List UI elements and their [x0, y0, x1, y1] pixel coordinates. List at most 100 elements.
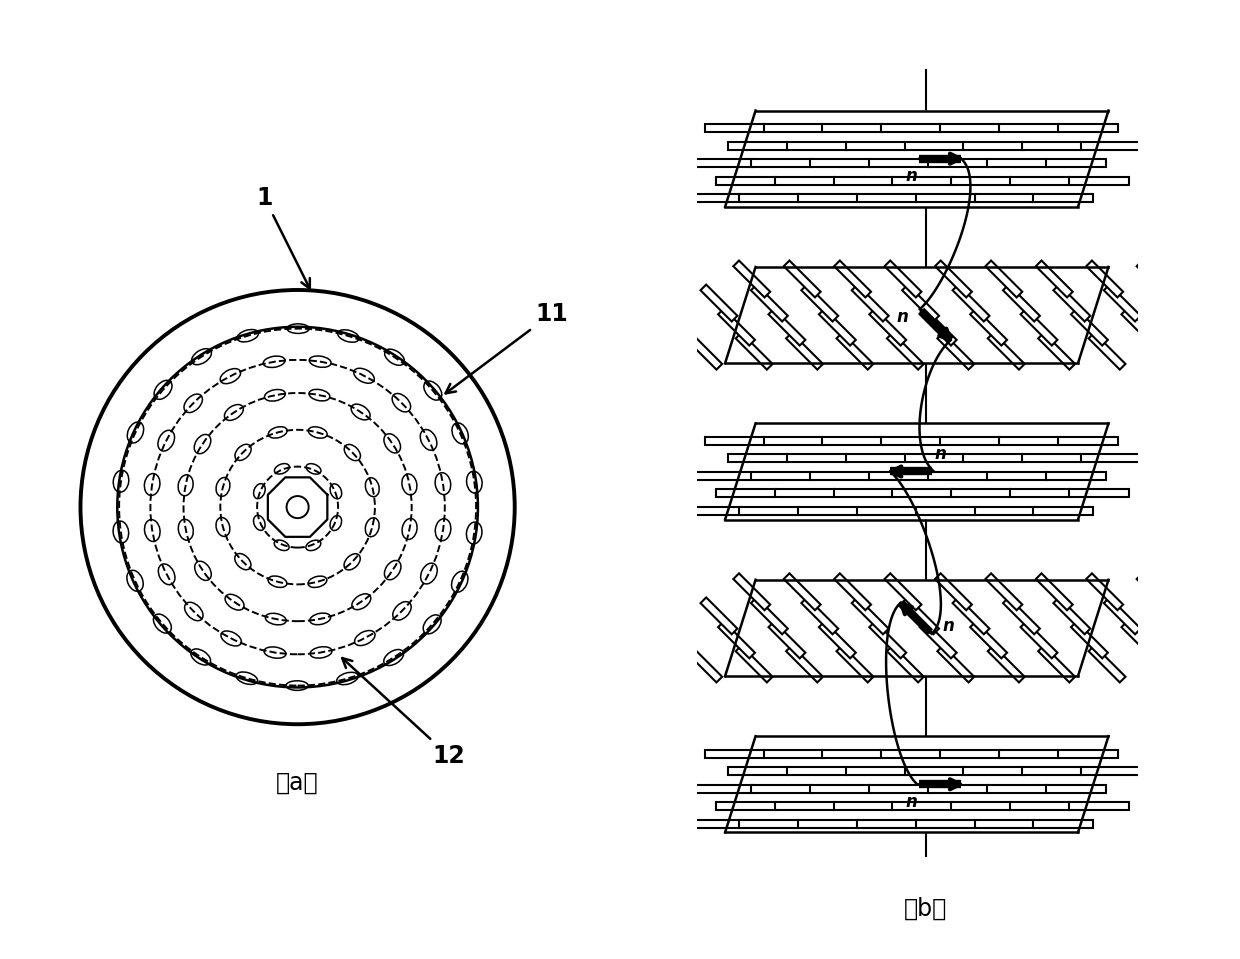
Polygon shape — [725, 580, 1109, 676]
Polygon shape — [884, 573, 921, 610]
Polygon shape — [915, 194, 976, 202]
Polygon shape — [1071, 309, 1107, 345]
Polygon shape — [718, 621, 755, 658]
Polygon shape — [1089, 333, 1126, 369]
Polygon shape — [975, 507, 1034, 515]
Polygon shape — [1011, 489, 1070, 498]
Polygon shape — [1045, 472, 1106, 480]
Polygon shape — [1104, 285, 1141, 321]
Polygon shape — [1022, 142, 1083, 150]
Polygon shape — [822, 437, 883, 445]
Polygon shape — [735, 645, 773, 683]
Polygon shape — [835, 573, 870, 610]
Polygon shape — [1045, 159, 1106, 167]
Polygon shape — [769, 309, 806, 345]
Polygon shape — [810, 159, 870, 167]
Polygon shape — [725, 110, 1109, 207]
Polygon shape — [884, 261, 921, 297]
Text: n: n — [905, 167, 916, 185]
Text: n: n — [934, 445, 946, 463]
Polygon shape — [1121, 621, 1158, 658]
Polygon shape — [1086, 573, 1123, 610]
Polygon shape — [1035, 261, 1073, 297]
Polygon shape — [715, 176, 776, 184]
Polygon shape — [935, 573, 972, 610]
Text: （b）: （b） — [904, 897, 947, 921]
Polygon shape — [725, 267, 1109, 363]
Polygon shape — [1011, 176, 1070, 184]
Polygon shape — [1137, 261, 1173, 297]
Polygon shape — [733, 261, 770, 297]
Polygon shape — [801, 597, 838, 634]
Polygon shape — [715, 802, 776, 810]
Polygon shape — [1137, 573, 1173, 610]
Text: n: n — [897, 308, 909, 326]
Polygon shape — [799, 820, 858, 828]
Polygon shape — [1089, 645, 1126, 683]
Polygon shape — [681, 507, 740, 515]
Polygon shape — [893, 802, 952, 810]
Polygon shape — [882, 750, 941, 758]
Polygon shape — [1021, 621, 1058, 658]
Polygon shape — [920, 621, 956, 658]
Polygon shape — [869, 472, 929, 480]
Polygon shape — [833, 176, 894, 184]
Polygon shape — [728, 767, 789, 775]
Polygon shape — [951, 176, 1012, 184]
Polygon shape — [904, 767, 965, 775]
Polygon shape — [940, 124, 1001, 132]
Polygon shape — [904, 455, 965, 462]
Polygon shape — [963, 142, 1023, 150]
Text: n: n — [942, 617, 955, 635]
Polygon shape — [769, 621, 806, 658]
Polygon shape — [970, 309, 1007, 345]
Polygon shape — [693, 159, 753, 167]
Polygon shape — [1003, 597, 1040, 634]
Polygon shape — [733, 573, 770, 610]
Polygon shape — [787, 455, 847, 462]
Polygon shape — [887, 645, 924, 683]
Polygon shape — [701, 285, 738, 321]
Polygon shape — [920, 309, 956, 345]
Polygon shape — [751, 159, 812, 167]
Polygon shape — [1021, 309, 1058, 345]
Polygon shape — [701, 597, 738, 634]
Polygon shape — [928, 784, 988, 793]
Polygon shape — [704, 750, 765, 758]
Polygon shape — [822, 750, 883, 758]
Polygon shape — [751, 285, 787, 321]
Polygon shape — [857, 820, 918, 828]
Polygon shape — [799, 194, 858, 202]
Text: 1: 1 — [257, 186, 310, 289]
Polygon shape — [787, 142, 847, 150]
Polygon shape — [887, 333, 924, 369]
Polygon shape — [852, 597, 889, 634]
Polygon shape — [846, 455, 906, 462]
Polygon shape — [786, 333, 823, 369]
Polygon shape — [739, 507, 800, 515]
Polygon shape — [1035, 573, 1073, 610]
Polygon shape — [1071, 621, 1107, 658]
Polygon shape — [833, 489, 894, 498]
Polygon shape — [1081, 142, 1141, 150]
Polygon shape — [928, 472, 988, 480]
Polygon shape — [810, 784, 870, 793]
Polygon shape — [837, 333, 873, 369]
Polygon shape — [728, 142, 789, 150]
Polygon shape — [751, 597, 787, 634]
Polygon shape — [903, 285, 939, 321]
Polygon shape — [903, 597, 939, 634]
Polygon shape — [728, 455, 789, 462]
Polygon shape — [1003, 285, 1040, 321]
Polygon shape — [1086, 261, 1123, 297]
Polygon shape — [893, 489, 952, 498]
Polygon shape — [1069, 802, 1128, 810]
Polygon shape — [987, 784, 1047, 793]
Polygon shape — [952, 285, 990, 321]
Polygon shape — [963, 767, 1023, 775]
Polygon shape — [852, 285, 889, 321]
Polygon shape — [1038, 645, 1075, 683]
Polygon shape — [835, 261, 870, 297]
Polygon shape — [986, 261, 1022, 297]
Polygon shape — [1058, 124, 1118, 132]
